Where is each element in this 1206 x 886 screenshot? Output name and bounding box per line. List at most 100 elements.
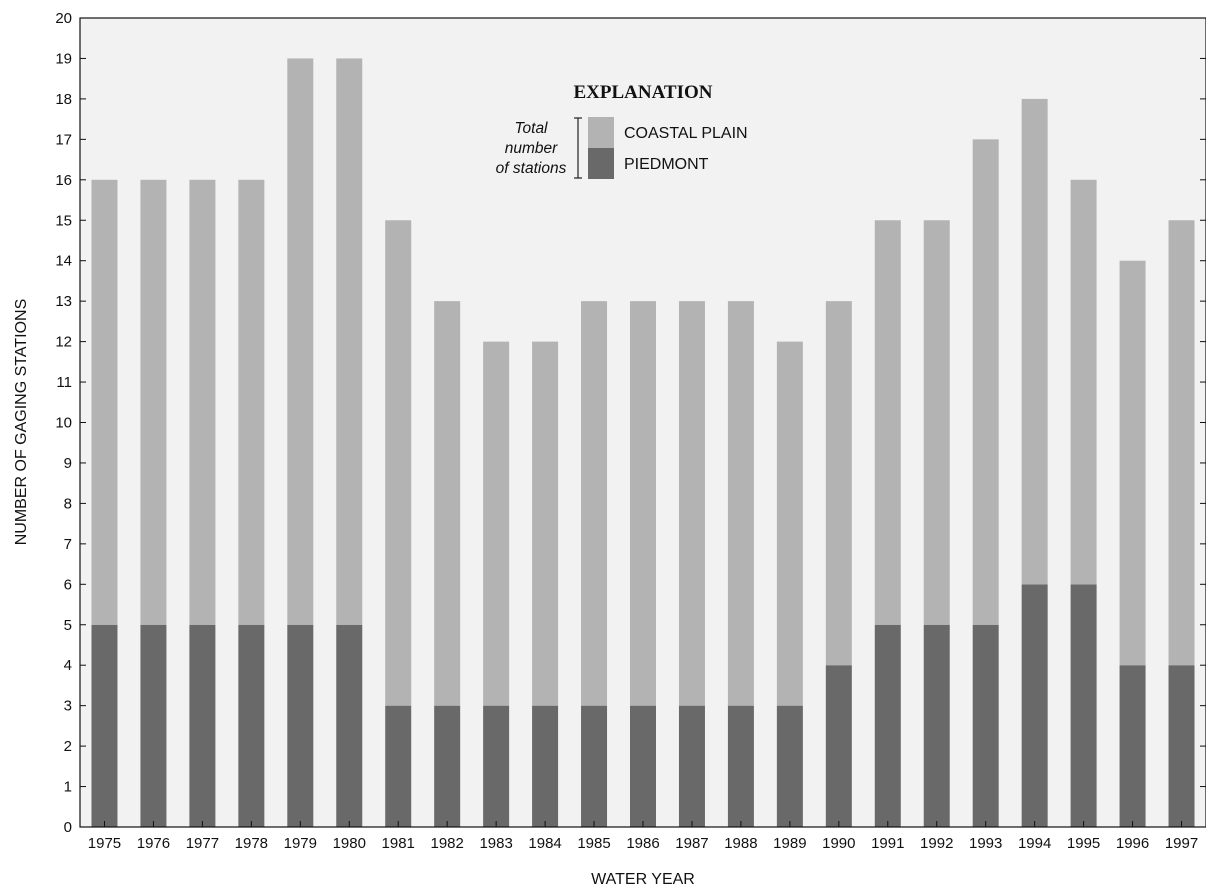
y-tick-label-5: 5 bbox=[64, 617, 72, 634]
bar-piedmont-1993 bbox=[972, 624, 999, 827]
x-tick-label-1979: 1979 bbox=[284, 835, 317, 852]
x-tick-label-1987: 1987 bbox=[675, 835, 708, 852]
bar-coastal-plain-1990 bbox=[825, 301, 852, 666]
bar-coastal-plain-1982 bbox=[434, 301, 461, 706]
bar-piedmont-1990 bbox=[825, 665, 852, 827]
bar-coastal-plain-1994 bbox=[1021, 98, 1048, 585]
x-tick-label-1977: 1977 bbox=[186, 835, 219, 852]
bar-piedmont-1976 bbox=[140, 624, 167, 827]
bar-coastal-plain-1979 bbox=[287, 58, 314, 625]
y-tick-label-6: 6 bbox=[64, 576, 72, 593]
y-tick-label-12: 12 bbox=[55, 334, 72, 351]
bar-coastal-plain-1975 bbox=[91, 179, 118, 625]
bar-piedmont-1980 bbox=[336, 624, 363, 827]
y-tick-label-17: 17 bbox=[55, 131, 72, 148]
bar-piedmont-1995 bbox=[1070, 584, 1097, 827]
y-tick-label-2: 2 bbox=[64, 738, 72, 755]
bar-piedmont-1992 bbox=[923, 624, 950, 827]
x-axis-title: WATER YEAR bbox=[591, 871, 695, 886]
y-tick-label-19: 19 bbox=[55, 50, 72, 67]
bar-piedmont-1997 bbox=[1168, 665, 1195, 827]
legend-note-line-1: Total bbox=[514, 120, 548, 137]
y-tick-label-7: 7 bbox=[64, 536, 72, 553]
bar-piedmont-1991 bbox=[874, 624, 901, 827]
bar-coastal-plain-1996 bbox=[1119, 260, 1146, 666]
bar-piedmont-1987 bbox=[678, 705, 705, 827]
y-tick-label-8: 8 bbox=[64, 495, 72, 512]
bar-coastal-plain-1984 bbox=[532, 341, 559, 706]
x-tick-label-1996: 1996 bbox=[1116, 835, 1149, 852]
bar-coastal-plain-1981 bbox=[385, 220, 412, 706]
bar-coastal-plain-1986 bbox=[630, 301, 656, 706]
bar-piedmont-1994 bbox=[1021, 584, 1048, 827]
y-tick-label-20: 20 bbox=[55, 10, 72, 27]
y-tick-label-15: 15 bbox=[55, 212, 72, 229]
bar-piedmont-1985 bbox=[581, 705, 608, 827]
x-tick-label-1997: 1997 bbox=[1165, 835, 1198, 852]
legend-note-line-3: of stations bbox=[496, 160, 567, 177]
legend-bracket bbox=[574, 117, 582, 179]
bar-coastal-plain-1991 bbox=[874, 220, 901, 625]
y-axis-title: NUMBER OF GAGING STATIONS bbox=[13, 299, 30, 546]
legend: EXPLANATION Total number of stations COA… bbox=[496, 82, 748, 179]
x-tick-label-1981: 1981 bbox=[382, 835, 415, 852]
bar-piedmont-1982 bbox=[434, 705, 461, 827]
bar-piedmont-1986 bbox=[630, 705, 656, 827]
bar-coastal-plain-1985 bbox=[581, 301, 608, 706]
x-tick-label-1995: 1995 bbox=[1067, 835, 1100, 852]
x-tick-label-1982: 1982 bbox=[430, 835, 463, 852]
bar-piedmont-1989 bbox=[776, 705, 803, 827]
bar-coastal-plain-1983 bbox=[483, 341, 510, 706]
x-tick-label-1980: 1980 bbox=[333, 835, 366, 852]
y-tick-label-13: 13 bbox=[55, 293, 72, 310]
bar-coastal-plain-1995 bbox=[1070, 179, 1097, 585]
y-tick-label-18: 18 bbox=[55, 91, 72, 108]
bar-coastal-plain-1987 bbox=[678, 301, 705, 706]
legend-title: EXPLANATION bbox=[574, 82, 713, 103]
x-tick-label-1992: 1992 bbox=[920, 835, 953, 852]
x-tick-label-1988: 1988 bbox=[724, 835, 757, 852]
x-tick-label-1994: 1994 bbox=[1018, 835, 1051, 852]
legend-swatch-coastal-plain bbox=[588, 117, 614, 148]
bar-coastal-plain-1978 bbox=[238, 179, 265, 625]
bar-piedmont-1975 bbox=[91, 624, 118, 827]
y-tick-label-11: 11 bbox=[56, 374, 72, 391]
bar-piedmont-1984 bbox=[532, 705, 559, 827]
bars-layer bbox=[91, 58, 1195, 827]
x-tick-label-1989: 1989 bbox=[773, 835, 806, 852]
y-tick-label-0: 0 bbox=[64, 819, 72, 836]
bar-coastal-plain-1976 bbox=[140, 179, 167, 625]
x-tick-label-1983: 1983 bbox=[479, 835, 512, 852]
bar-piedmont-1979 bbox=[287, 624, 314, 827]
x-tick-label-1993: 1993 bbox=[969, 835, 1002, 852]
bar-piedmont-1988 bbox=[727, 705, 754, 827]
y-tick-label-4: 4 bbox=[64, 657, 72, 674]
legend-swatch-piedmont bbox=[588, 148, 614, 179]
bar-coastal-plain-1997 bbox=[1168, 220, 1195, 666]
y-tick-label-16: 16 bbox=[55, 172, 72, 189]
bar-piedmont-1996 bbox=[1119, 665, 1146, 827]
legend-label-piedmont: PIEDMONT bbox=[624, 156, 709, 173]
bar-coastal-plain-1988 bbox=[727, 301, 754, 706]
bar-piedmont-1981 bbox=[385, 705, 412, 827]
y-tick-label-9: 9 bbox=[64, 455, 72, 472]
y-tick-label-14: 14 bbox=[55, 253, 72, 270]
bar-coastal-plain-1977 bbox=[189, 179, 216, 625]
y-tick-label-3: 3 bbox=[64, 698, 72, 715]
x-tick-label-1978: 1978 bbox=[235, 835, 268, 852]
bar-piedmont-1977 bbox=[189, 624, 216, 827]
x-tick-label-1984: 1984 bbox=[528, 835, 561, 852]
y-tick-label-1: 1 bbox=[64, 779, 72, 796]
x-tick-label-1976: 1976 bbox=[137, 835, 170, 852]
bar-coastal-plain-1989 bbox=[776, 341, 803, 706]
legend-label-coastal-plain: COASTAL PLAIN bbox=[624, 125, 748, 142]
bar-piedmont-1978 bbox=[238, 624, 265, 827]
bar-coastal-plain-1980 bbox=[336, 58, 363, 625]
x-tick-label-1986: 1986 bbox=[626, 835, 659, 852]
y-tick-label-10: 10 bbox=[55, 415, 72, 432]
x-tick-label-1991: 1991 bbox=[871, 835, 904, 852]
x-tick-label-1985: 1985 bbox=[577, 835, 610, 852]
bar-coastal-plain-1993 bbox=[972, 139, 999, 625]
